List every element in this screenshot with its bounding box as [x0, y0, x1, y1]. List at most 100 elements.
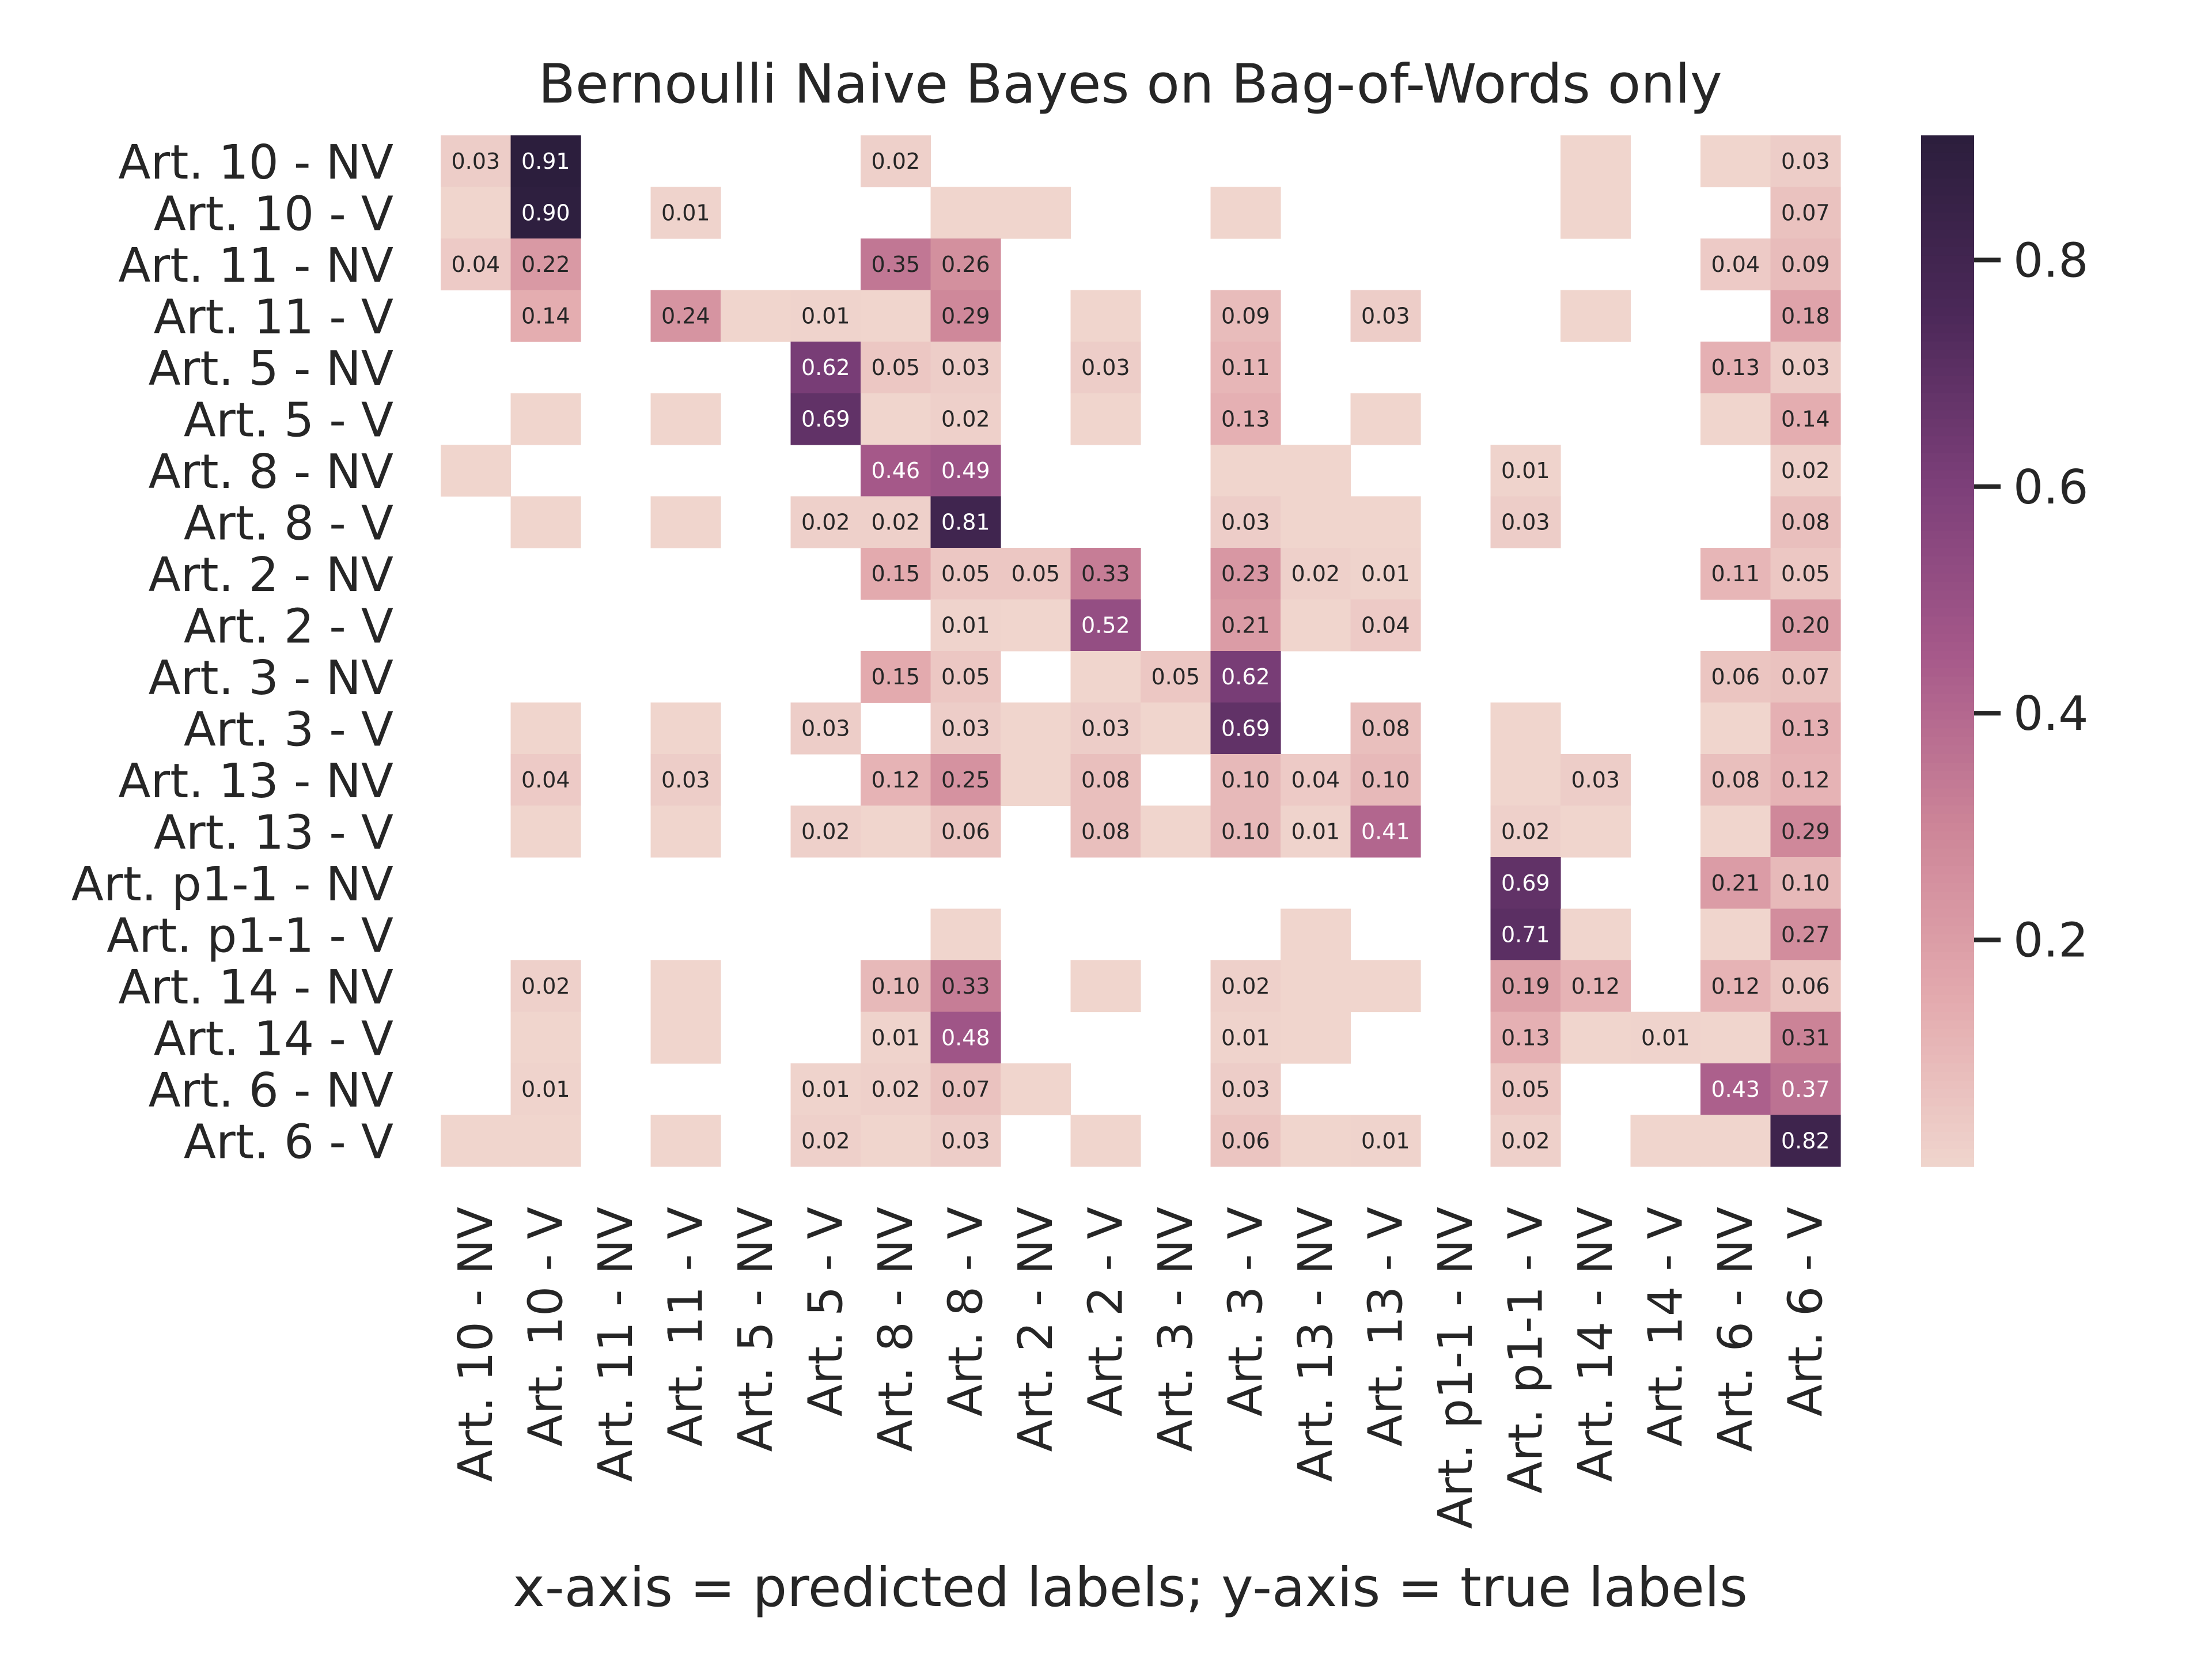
cell-annotation: 0.01: [1221, 1025, 1270, 1050]
heatmap-cell: [1700, 908, 1771, 961]
colorbar-segment: [1921, 779, 1974, 789]
colorbar-segment: [1921, 290, 1974, 300]
colorbar-segment: [1921, 539, 1974, 548]
heatmap-cell: [1210, 1063, 1281, 1116]
cell-annotation: 0.08: [1781, 509, 1830, 535]
heatmap-cell: [441, 238, 512, 291]
cell-annotation: 0.01: [801, 303, 850, 328]
cell-annotation: 0.02: [871, 149, 920, 174]
colorbar-segment: [1921, 1003, 1974, 1013]
x-tick-label: Art. 10 - V: [518, 1207, 573, 1446]
cell-annotation: 0.29: [1781, 819, 1830, 844]
colorbar-segment: [1921, 625, 1974, 634]
colorbar-segment: [1921, 1149, 1974, 1158]
x-tick-label: Art. 6 - V: [1778, 1207, 1833, 1416]
cell-annotation: 0.90: [521, 200, 570, 225]
cell-annotation: 0.12: [871, 767, 920, 793]
cell-annotation: 0.02: [1501, 819, 1550, 844]
colorbar-segment: [1921, 358, 1974, 368]
colorbar-segment: [1921, 238, 1974, 248]
cell-annotation: 0.06: [1221, 1128, 1270, 1153]
x-tick-label: Art. 3 - NV: [1149, 1207, 1203, 1452]
heatmap-cell: [1560, 187, 1631, 239]
x-tick-label: Art. 6 - NV: [1709, 1207, 1763, 1452]
cell-annotation: 0.69: [1501, 870, 1550, 896]
heatmap-cell: [650, 702, 721, 755]
heatmap-cell: [1700, 960, 1771, 1013]
cell-annotation: 0.91: [521, 149, 570, 174]
cell-annotation: 0.08: [1081, 767, 1130, 793]
colorbar-segment: [1921, 316, 1974, 325]
cell-annotation: 0.02: [801, 1128, 850, 1153]
heatmap-cell: [1770, 135, 1841, 188]
colorbar-segment: [1921, 1020, 1974, 1030]
colorbar-segment: [1921, 1029, 1974, 1039]
colorbar-segment: [1921, 1046, 1974, 1055]
colorbar-segment: [1921, 865, 1974, 875]
colorbar-segment: [1921, 1055, 1974, 1064]
heatmap-cell: [861, 1012, 931, 1064]
heatmap-cell: [1350, 290, 1421, 342]
cell-annotation: 0.13: [1781, 715, 1830, 741]
heatmap-cell: [510, 290, 581, 342]
x-tick-label: Art. 10 - NV: [449, 1207, 503, 1482]
heatmap-cell: [790, 805, 861, 858]
heatmap-cell: [1490, 960, 1561, 1013]
colorbar-segment: [1921, 410, 1974, 420]
colorbar-segment: [1921, 255, 1974, 265]
heatmap-cell: [1560, 135, 1631, 188]
cell-annotation: 0.01: [801, 1077, 850, 1102]
heatmap-cell: [1770, 908, 1841, 961]
colorbar-segment: [1921, 788, 1974, 798]
colorbar-segment: [1921, 702, 1974, 712]
colorbar-segment: [1921, 1012, 1974, 1021]
cell-annotation: 0.69: [1221, 715, 1270, 741]
cell-annotation: 0.62: [1221, 664, 1270, 690]
colorbar-segment: [1921, 728, 1974, 737]
heatmap-cell: [1490, 1063, 1561, 1116]
x-tick-label: Art. 3 - V: [1218, 1207, 1273, 1416]
heatmap-cell: [1210, 342, 1281, 394]
heatmap-cell: [1070, 960, 1141, 1013]
cell-annotation: 0.03: [1571, 767, 1620, 793]
colorbar-segment: [1921, 342, 1974, 351]
heatmap-cell: [1070, 548, 1141, 600]
cell-annotations: 0.03 0.91 0.02 0.03 0.90 0.01 0.07 0.04 0.22 0.35…: [451, 149, 1830, 1154]
heatmap-cell: [1560, 805, 1631, 858]
colorbar-segment: [1921, 651, 1974, 660]
heatmap-cell: [1210, 496, 1281, 548]
cell-annotation: 0.02: [1291, 561, 1340, 586]
colorbar-segment: [1921, 221, 1974, 230]
colorbar: 0.2 0.4 0.6 0.8: [1921, 135, 2088, 1167]
colorbar-segment: [1921, 608, 1974, 618]
heatmap-cell: [1490, 1012, 1561, 1064]
heatmap-cell: [1490, 496, 1561, 548]
heatmap-cell: [790, 342, 861, 394]
cell-annotation: 0.05: [941, 561, 990, 586]
heatmap-cell: [1210, 805, 1281, 858]
colorbar-tick-label: 0.6: [2013, 460, 2088, 515]
heatmap-cell: [1281, 908, 1351, 961]
heatmap-cell: [1490, 754, 1561, 806]
heatmap-cell: [1210, 960, 1281, 1013]
colorbar-segment: [1921, 531, 1974, 540]
y-tick-label: Art. 3 - NV: [149, 651, 393, 706]
x-tick-label: Art. 14 - NV: [1569, 1207, 1623, 1482]
colorbar-segment: [1921, 402, 1974, 411]
colorbar-segment: [1921, 831, 1974, 840]
x-tick-label: Art. 2 - NV: [1009, 1207, 1063, 1452]
cell-annotation: 0.21: [1221, 612, 1270, 638]
heatmap-cell: [1490, 445, 1561, 497]
cell-annotation: 0.03: [1781, 149, 1830, 174]
colorbar-segment: [1921, 685, 1974, 695]
x-tick-label: Art. p1-1 - V: [1498, 1207, 1553, 1494]
cell-annotation: 0.48: [941, 1025, 990, 1050]
cell-annotation: 0.12: [1781, 767, 1830, 793]
x-tick-labels: Art. 10 - NV Art. 10 - V Art. 11 - NV Art. …: [449, 1207, 1834, 1529]
heatmap-cell: [1700, 1115, 1771, 1167]
colorbar-segment: [1921, 849, 1974, 858]
cell-annotation: 0.29: [941, 303, 990, 328]
heatmap-cell: [861, 754, 931, 806]
colorbar-segment: [1921, 599, 1974, 609]
heatmap-cell: [510, 187, 581, 239]
